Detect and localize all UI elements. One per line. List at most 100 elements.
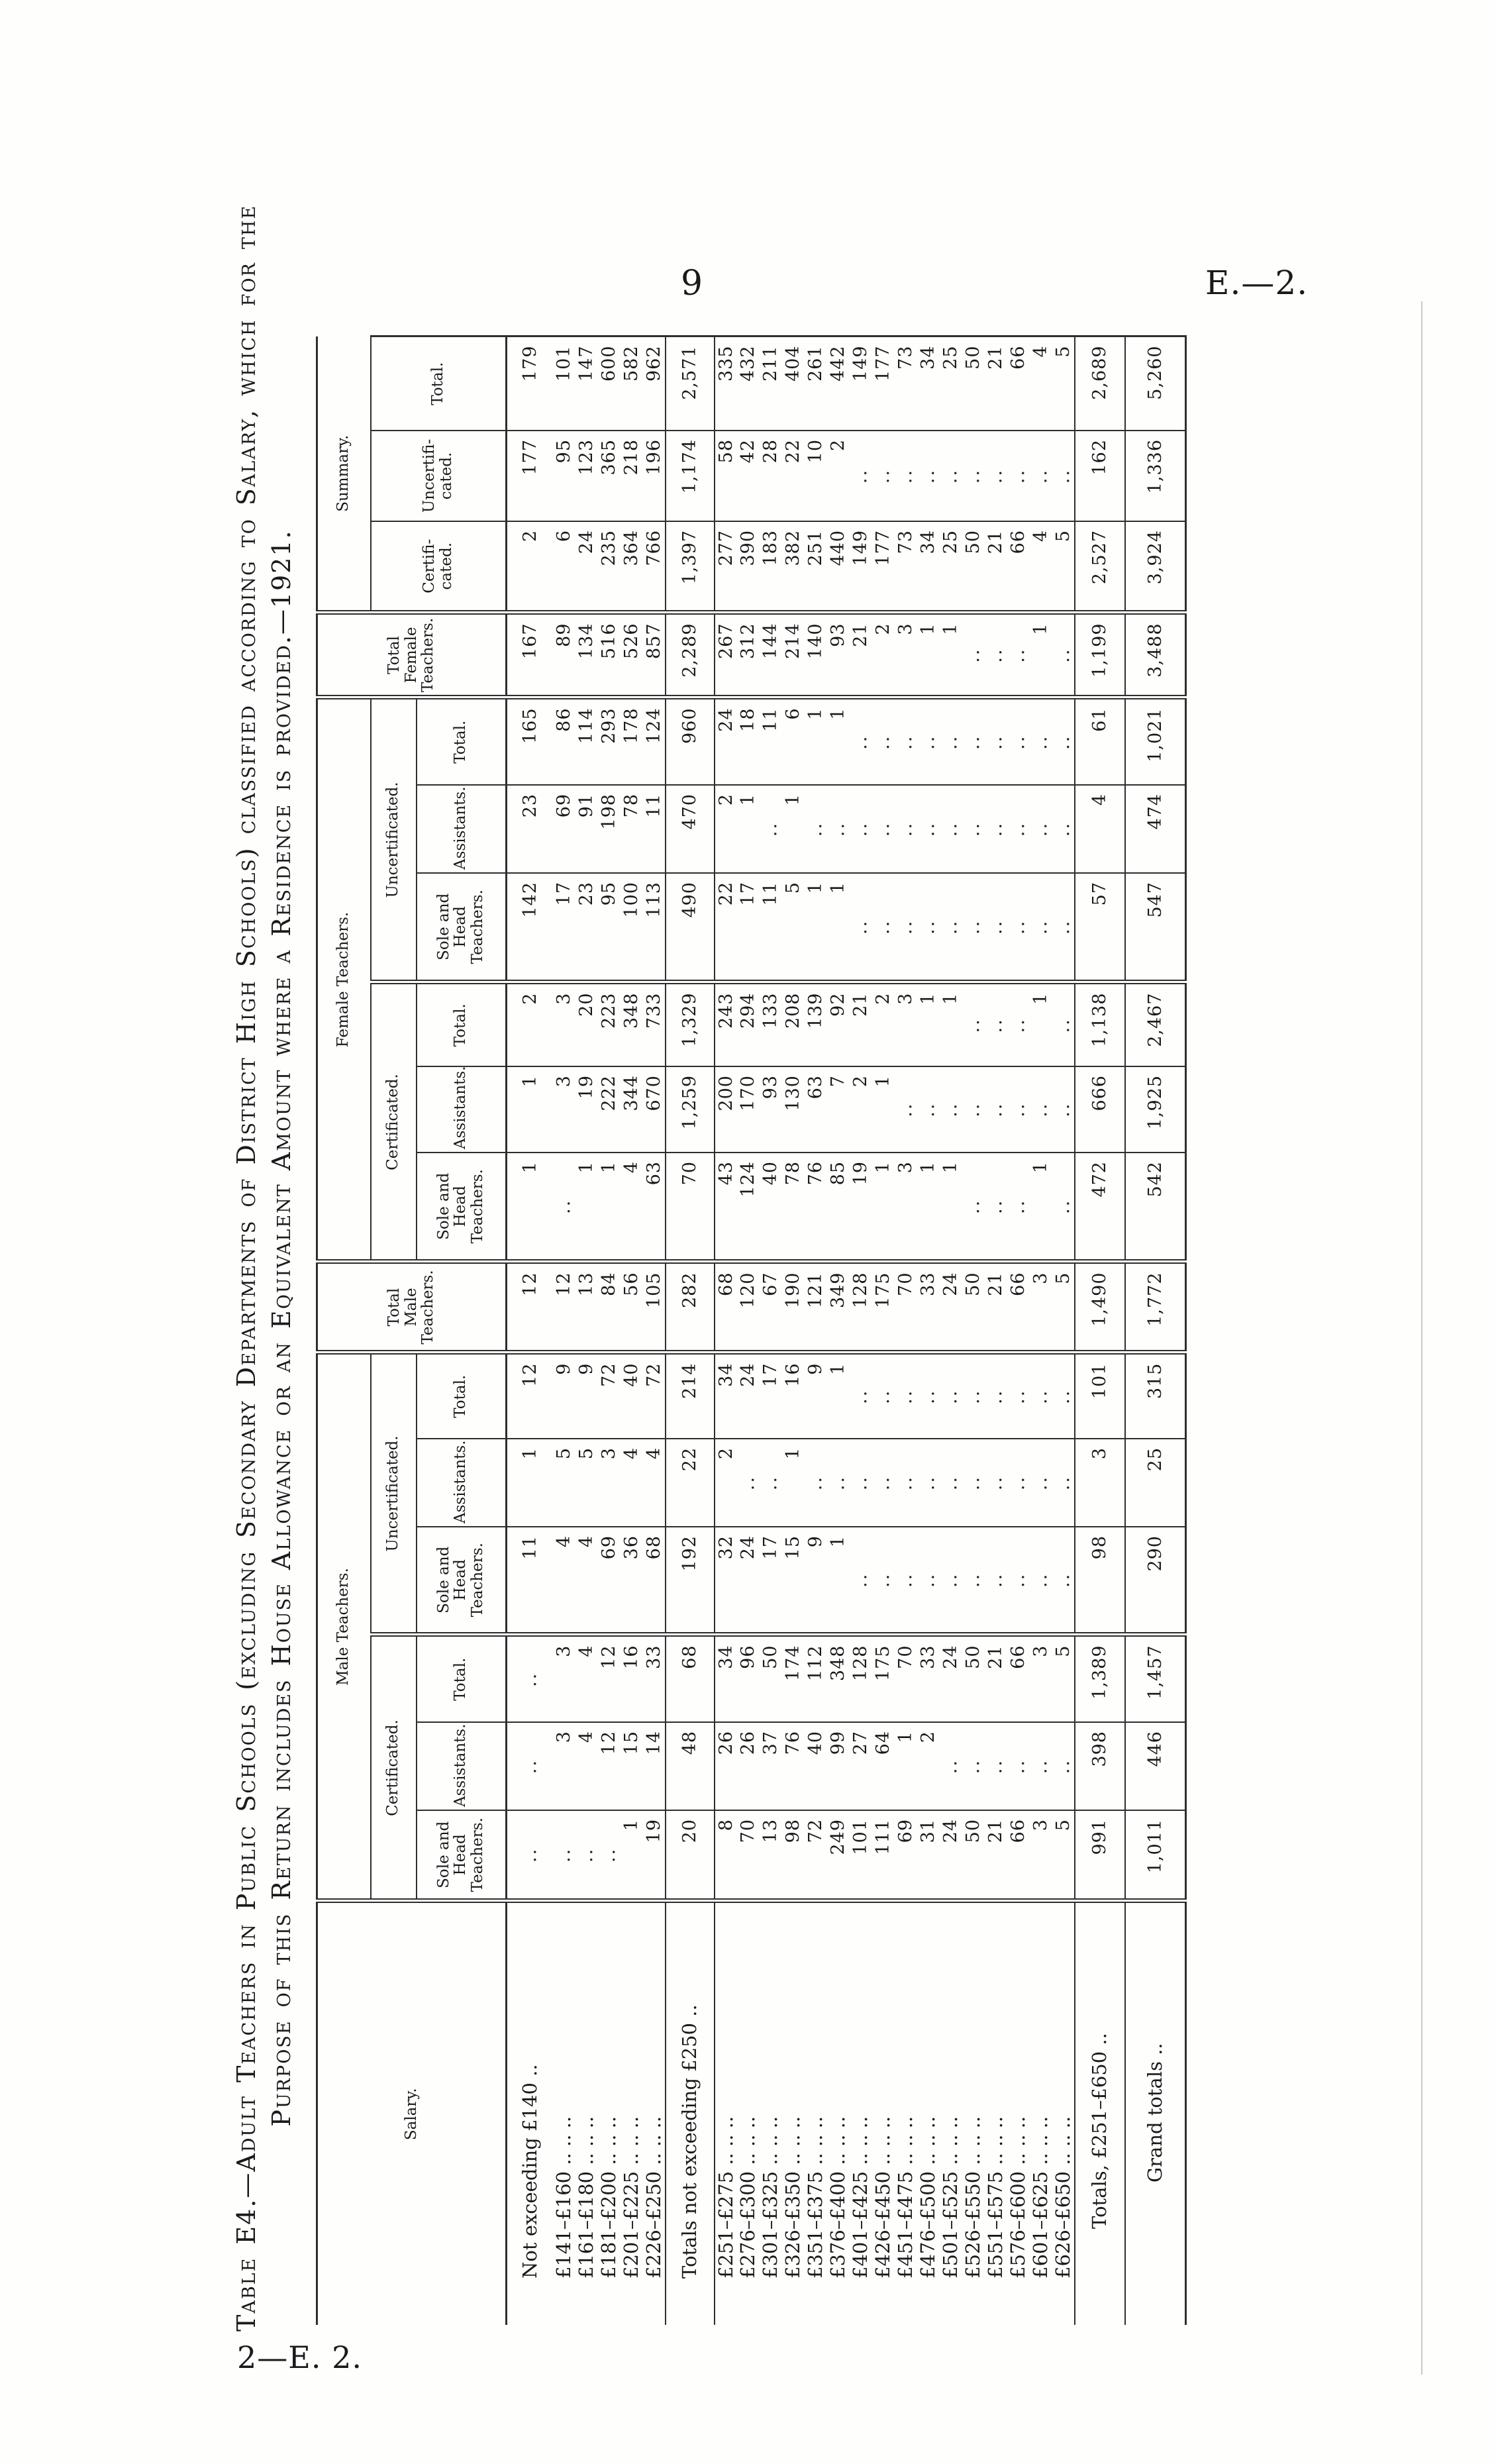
value-cell-summary_total: 5 — [1052, 336, 1075, 431]
value-cell-summary_uncertificated: .. — [984, 430, 1007, 521]
value-cell-total_female_teachers: 1 — [939, 612, 962, 697]
value-cell-male_uncert_total: .. — [939, 1353, 962, 1439]
value-cell-male_cert_assistants: 3 — [552, 1722, 575, 1810]
value-cell-male_uncert_assistants: .. — [1052, 1439, 1075, 1527]
value-cell-female_cert_total: 294 — [736, 982, 760, 1066]
value-cell-male_uncert_assistants: 4 — [642, 1439, 666, 1527]
row-label: £626–£650 .. .. .. — [1052, 2116, 1074, 2279]
value-cell-male_uncert_assistants: 2 — [714, 1439, 737, 1527]
value-cell-total_female_teachers: 134 — [575, 612, 598, 697]
value-cell-male_cert_sole_head: 24 — [939, 1810, 962, 1901]
value-cell-female_uncert_total: 1,021 — [1124, 697, 1186, 785]
value-cell-female_uncert_sole_head: 17 — [736, 873, 760, 982]
value-cell-total_female_teachers: .. — [1007, 612, 1030, 697]
value-cell-summary_total: 66 — [1007, 336, 1030, 431]
value-cell-male_uncert_sole_head: 4 — [575, 1527, 598, 1635]
value-cell-total_female_teachers: 140 — [804, 612, 827, 697]
value-cell-male_cert_assistants: 76 — [781, 1722, 805, 1810]
value-cell-summary_total: 4 — [1029, 336, 1052, 431]
value-cell-summary_certificated: 66 — [1007, 521, 1030, 613]
value-cell-female_cert_total: 1,329 — [665, 982, 715, 1066]
row-label: £501–£525 .. .. .. — [939, 2116, 962, 2279]
value-cell-female_cert_total: 1,138 — [1074, 982, 1125, 1066]
value-cell-female_cert_sole_head: .. — [552, 1153, 575, 1262]
value-cell-female_uncert_assistants: .. — [759, 785, 782, 873]
value-cell-female_uncert_total: 6 — [781, 697, 805, 785]
value-cell-total_female_teachers: 214 — [781, 612, 805, 697]
value-cell-summary_certificated: 25 — [939, 521, 962, 613]
value-cell-summary_uncertificated: .. — [939, 430, 962, 521]
row-label: £376–£400 .. .. .. — [826, 2116, 850, 2279]
value-cell-male_uncert_total: 72 — [642, 1353, 666, 1439]
value-cell-female_cert_total: 20 — [575, 982, 598, 1066]
value-cell-female_cert_assistants: 63 — [804, 1066, 827, 1153]
value-cell-male_uncert_assistants: .. — [872, 1439, 895, 1527]
value-cell-male_uncert_sole_head: .. — [984, 1527, 1007, 1635]
value-cell-male_cert_sole_head: 991 — [1074, 1810, 1125, 1901]
value-cell-male_cert_sole_head: 3 — [1029, 1810, 1052, 1901]
header-male-uncert-assistants: Assistants. — [416, 1439, 507, 1527]
row-label: £526–£550 .. .. .. — [962, 2116, 985, 2279]
value-cell-summary_total: 261 — [804, 336, 827, 431]
row-label: £161–£180 .. .. .. — [575, 2116, 598, 2279]
value-cell-total_female_teachers: 3 — [894, 612, 917, 697]
value-cell-summary_certificated: 2,527 — [1074, 521, 1125, 613]
table-row: £301–£325 .. .. .. 13 37 50 17.. 17 67 40 93 133 1… — [759, 336, 782, 2325]
value-cell-summary_total: 335 — [714, 336, 737, 431]
value-cell-total_male_teachers: 12 — [552, 1262, 575, 1353]
value-cell-male_cert_sole_head: 1,011 — [1124, 1810, 1186, 1901]
value-cell-total_female_teachers: .. — [1052, 612, 1075, 697]
value-cell-female_uncert_sole_head: .. — [872, 873, 895, 982]
value-cell-male_cert_sole_head: 98 — [781, 1810, 805, 1901]
value-cell-summary_total: 582 — [620, 336, 643, 431]
value-cell-summary_certificated: 235 — [597, 521, 621, 613]
value-cell-female_cert_sole_head: 472 — [1074, 1153, 1125, 1262]
value-cell-summary_certificated: 251 — [804, 521, 827, 613]
row-label: Totals, £251–£650 .. — [1074, 1901, 1125, 2325]
table-row: £251–£275 .. .. .. 8 26 34 32 2 34 68 43 200 243 22… — [714, 336, 737, 2325]
value-cell-female_uncert_assistants: 2 — [714, 785, 737, 873]
value-cell-summary_total: 21 — [984, 336, 1007, 431]
value-cell-summary_uncertificated: .. — [1029, 430, 1052, 521]
value-cell-male_cert_sole_head: 1 — [620, 1810, 643, 1901]
value-cell-female_uncert_total: 61 — [1074, 697, 1125, 785]
value-cell-summary_uncertificated: 10 — [804, 430, 827, 521]
value-cell-summary_uncertificated: .. — [872, 430, 895, 521]
value-cell-male_cert_assistants: .. — [1029, 1722, 1052, 1810]
value-cell-male_cert_assistants: 1 — [894, 1722, 917, 1810]
value-cell-male_uncert_sole_head: 98 — [1074, 1527, 1125, 1635]
value-cell-female_cert_total: .. — [984, 982, 1007, 1066]
value-cell-male_cert_total: 21 — [984, 1635, 1007, 1722]
value-cell-male_uncert_sole_head: .. — [849, 1527, 872, 1635]
value-cell-male_cert_assistants: 4 — [575, 1722, 598, 1810]
value-cell-total_female_teachers: 167 — [506, 612, 553, 697]
value-cell-female_cert_sole_head: .. — [1052, 1153, 1075, 1262]
value-cell-female_cert_sole_head: 1 — [575, 1153, 598, 1262]
value-cell-female_uncert_sole_head: .. — [1007, 873, 1030, 982]
value-cell-male_cert_total: 96 — [736, 1635, 760, 1722]
value-cell-female_uncert_total: .. — [872, 697, 895, 785]
value-cell-female_uncert_sole_head: .. — [917, 873, 940, 982]
value-cell-female_cert_sole_head: 1 — [917, 1153, 940, 1262]
value-cell-female_uncert_sole_head: 1 — [826, 873, 850, 982]
table-row: £426–£450 .. .. .. 111 64 175...... 175 1 1 2..… — [872, 336, 895, 2325]
value-cell-female_uncert_assistants: 1 — [781, 785, 805, 873]
value-cell-female_cert_total: 208 — [781, 982, 805, 1066]
value-cell-female_uncert_sole_head: 5 — [781, 873, 805, 982]
value-cell-female_uncert_assistants: 4 — [1074, 785, 1125, 873]
value-cell-female_cert_assistants: 666 — [1074, 1066, 1125, 1153]
header-female-uncert-total: Total. — [416, 697, 507, 785]
value-cell-total_female_teachers: 93 — [826, 612, 850, 697]
value-cell-male_cert_total: 50 — [962, 1635, 985, 1722]
value-cell-male_uncert_total: 214 — [665, 1353, 715, 1439]
value-cell-summary_certificated: 5 — [1052, 521, 1075, 613]
value-cell-female_uncert_total: .. — [1029, 697, 1052, 785]
value-cell-male_uncert_sole_head: .. — [1052, 1527, 1075, 1635]
value-cell-summary_total: 432 — [736, 336, 760, 431]
value-cell-summary_uncertificated: .. — [1052, 430, 1075, 521]
value-cell-summary_uncertificated: 58 — [714, 430, 737, 521]
row-label: £181–£200 .. .. .. — [597, 2116, 621, 2279]
value-cell-summary_uncertificated: 28 — [759, 430, 782, 521]
header-male-teachers-group: Male Teachers. — [317, 1353, 371, 1901]
value-cell-female_cert_sole_head: 76 — [804, 1153, 827, 1262]
